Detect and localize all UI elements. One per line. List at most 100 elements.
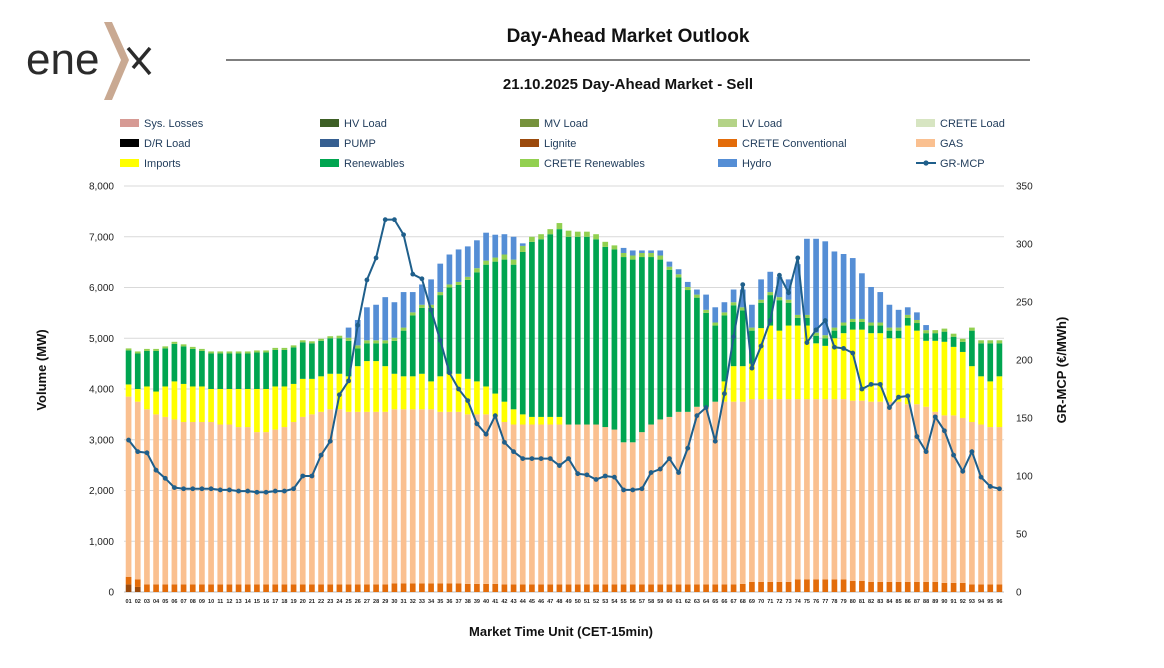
legend-label: PUMP xyxy=(344,138,376,150)
bar-stack-84 xyxy=(886,304,893,592)
bar-imports xyxy=(529,416,535,425)
legend-item-pump: PUMP xyxy=(320,138,376,150)
bar-crete-renewables xyxy=(666,266,673,270)
bar-crete-renewables xyxy=(455,281,462,285)
gr-mcp-point xyxy=(997,486,1002,492)
bar-imports xyxy=(235,389,242,428)
bar-crete-renewables xyxy=(373,340,379,344)
gr-mcp-point xyxy=(942,428,947,434)
bar-crete-conventional xyxy=(703,584,709,592)
bar-stack-83 xyxy=(877,292,884,592)
bar-renewables xyxy=(510,264,517,410)
x-tick-label: 48 xyxy=(556,599,562,605)
bar-hydro xyxy=(703,294,709,310)
bar-gas xyxy=(299,416,306,585)
x-tick-label: 06 xyxy=(171,599,177,605)
x-tick-label: 05 xyxy=(162,599,168,605)
bar-imports xyxy=(739,366,746,402)
gr-mcp-point xyxy=(960,468,966,474)
bar-hydro xyxy=(345,327,352,338)
bar-gas xyxy=(134,401,141,580)
bar-stack-11 xyxy=(217,351,224,592)
bar-crete-conventional xyxy=(474,583,480,592)
x-tick-label: 22 xyxy=(318,599,324,605)
bar-hydro xyxy=(519,243,526,246)
bar-stack-43 xyxy=(510,236,517,592)
bar-crete-conventional xyxy=(437,583,444,592)
bar-stack-79 xyxy=(840,254,847,592)
bar-crete-conventional xyxy=(529,584,535,592)
bar-imports xyxy=(254,389,260,433)
logo-text: ene xyxy=(26,35,99,84)
gr-mcp-point xyxy=(749,365,755,371)
x-tick-label: 17 xyxy=(272,599,278,605)
bar-crete-renewables xyxy=(318,338,324,341)
bar-crete-conventional xyxy=(868,581,874,592)
bar-hydro xyxy=(721,302,728,313)
bar-stack-09 xyxy=(199,348,205,592)
bar-crete-renewables xyxy=(584,231,590,237)
bar-gas xyxy=(611,429,618,585)
bar-imports xyxy=(327,373,334,410)
bar-renewables xyxy=(987,343,994,382)
x-tick-label: 14 xyxy=(245,599,252,605)
bar-crete-renewables xyxy=(400,327,407,331)
x-tick-label: 94 xyxy=(978,599,985,605)
x-tick-label: 38 xyxy=(465,599,471,605)
bar-hydro xyxy=(492,234,499,258)
bar-crete-renewables xyxy=(776,297,783,301)
bar-imports xyxy=(474,381,480,415)
bar-renewables xyxy=(336,338,343,374)
bar-crete-conventional xyxy=(730,584,737,592)
gr-mcp-point xyxy=(254,489,260,495)
bar-renewables xyxy=(391,340,398,374)
bar-crete-conventional xyxy=(758,581,764,592)
bar-crete-conventional xyxy=(959,582,966,592)
x-tick-label: 29 xyxy=(382,599,388,605)
legend-label: GAS xyxy=(940,138,963,150)
bar-stack-18 xyxy=(281,347,288,592)
bar-renewables xyxy=(235,353,242,389)
bar-gas xyxy=(547,424,554,585)
bar-renewables xyxy=(767,295,774,326)
bar-crete-renewables xyxy=(831,327,838,331)
gr-mcp-point xyxy=(777,272,782,278)
bar-imports xyxy=(189,386,196,422)
bar-renewables xyxy=(538,239,544,417)
y-left-tick-label: 7,000 xyxy=(89,232,114,243)
bar-renewables xyxy=(125,350,132,385)
gr-mcp-point xyxy=(474,421,480,427)
bar-gas xyxy=(373,411,379,585)
bar-gas xyxy=(593,424,599,585)
bar-stack-91 xyxy=(950,333,957,592)
x-tick-label: 41 xyxy=(492,599,498,605)
bar-imports xyxy=(804,325,810,400)
bar-crete-renewables xyxy=(611,245,618,250)
bar-crete-conventional xyxy=(364,584,370,592)
bar-stack-06 xyxy=(171,341,178,592)
bar-crete-conventional xyxy=(639,584,645,592)
gr-mcp-point xyxy=(602,473,608,479)
bar-gas xyxy=(969,421,975,585)
bar-gas xyxy=(254,432,260,585)
x-tick-label: 82 xyxy=(868,599,874,605)
bar-stack-78 xyxy=(831,251,838,592)
bar-crete-conventional xyxy=(895,581,902,592)
gr-mcp-point xyxy=(740,282,746,287)
x-tick-label: 31 xyxy=(401,599,407,605)
bar-renewables xyxy=(849,322,856,330)
x-tick-label: 32 xyxy=(410,599,416,605)
bar-renewables xyxy=(620,257,627,443)
bar-crete-renewables xyxy=(345,337,352,341)
bar-hydro xyxy=(886,304,893,328)
bar-imports xyxy=(180,383,187,422)
bar-imports xyxy=(538,416,544,425)
gr-mcp-point xyxy=(566,456,571,461)
bar-crete-conventional xyxy=(602,584,609,592)
legend-swatch xyxy=(120,159,139,167)
bar-gas xyxy=(354,411,361,585)
bar-renewables xyxy=(941,331,948,342)
bar-stack-56 xyxy=(629,250,636,592)
bar-stack-10 xyxy=(208,351,214,592)
bar-stack-23 xyxy=(327,336,334,592)
